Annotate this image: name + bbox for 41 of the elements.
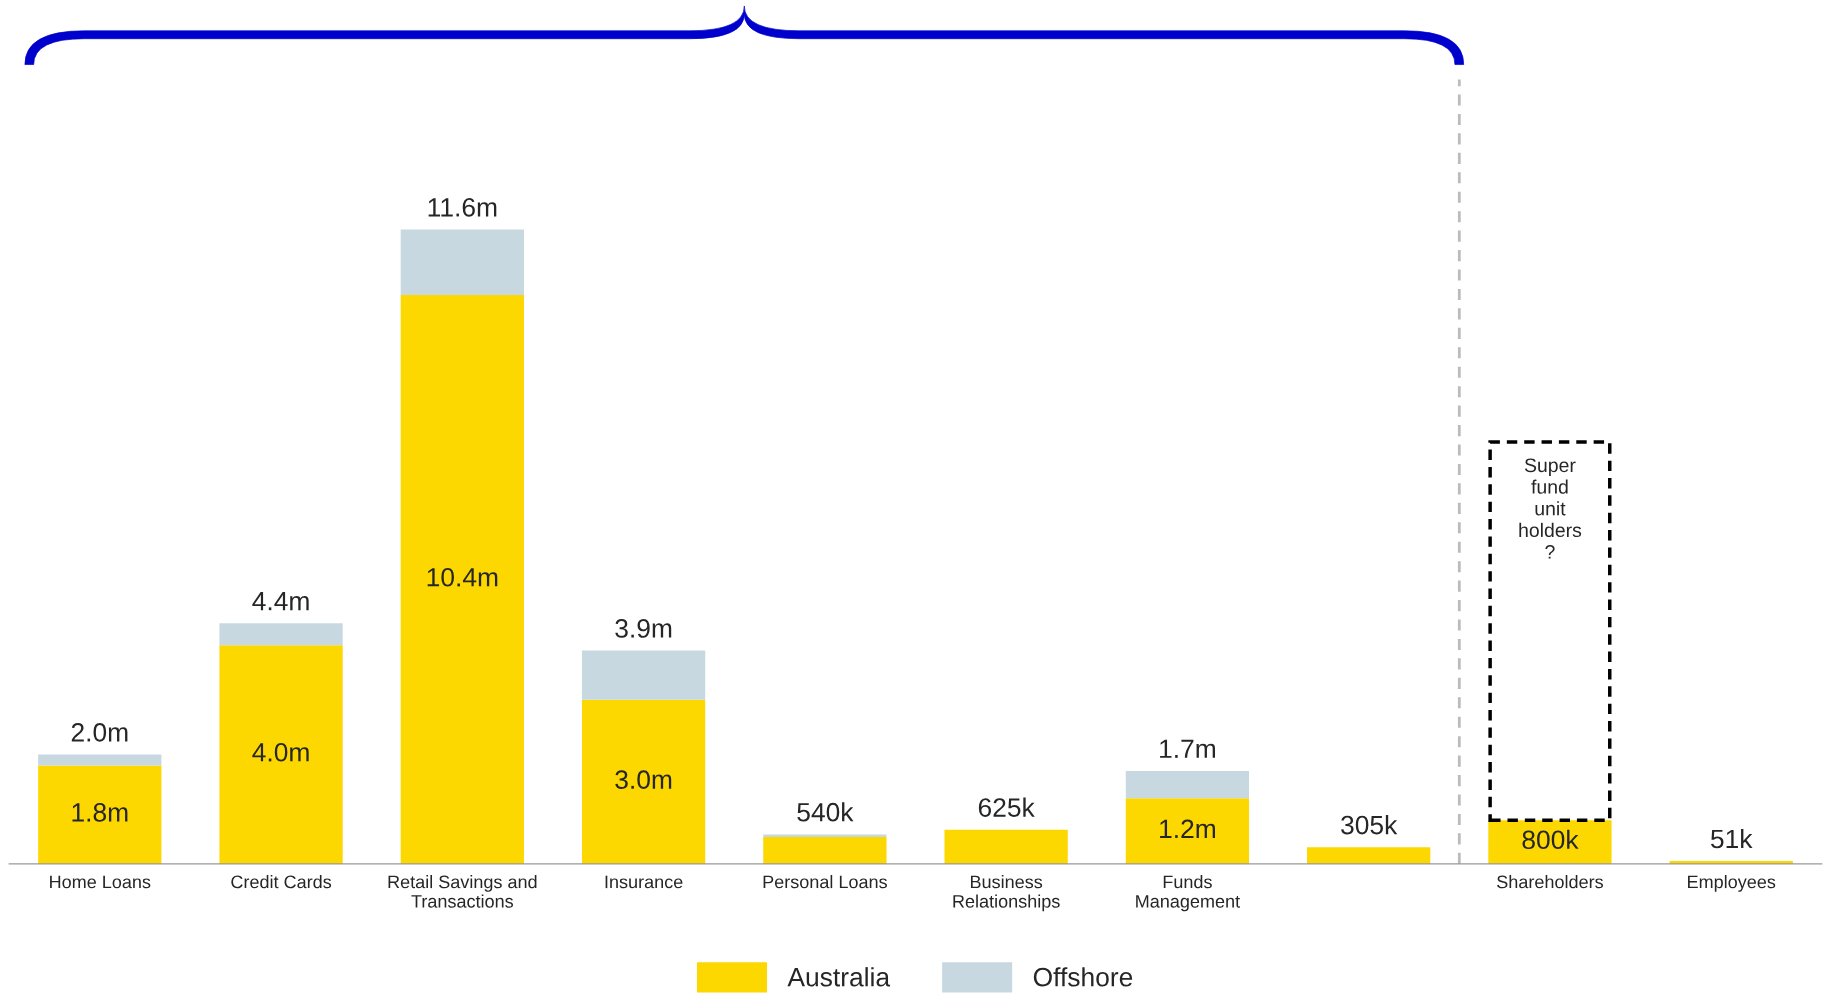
total-label: 540k	[797, 802, 854, 822]
data-label: 4.0m	[252, 742, 309, 762]
total-label: 2.0m	[71, 723, 128, 742]
total-label: 11.6m	[428, 197, 497, 217]
annotation: Super fund unit holders ?	[1519, 458, 1582, 559]
bar	[400, 229, 524, 296]
data-label: 1.2m	[1160, 819, 1215, 838]
bar	[581, 650, 706, 700]
bar	[1307, 847, 1431, 864]
bar	[763, 834, 887, 838]
x-tick-label: Funds Management	[1136, 875, 1240, 912]
data-label: 800k	[1522, 829, 1579, 850]
total-label: 3.9m	[615, 619, 672, 638]
data-label: 3.0m	[615, 770, 672, 789]
x-tick-label: Employees	[1688, 875, 1776, 892]
total-label: 4.4m	[252, 592, 309, 611]
bar	[944, 829, 1068, 864]
total-label: 625k	[978, 797, 1035, 817]
x-tick-label: Business Relationships	[953, 875, 1060, 912]
bar	[219, 623, 343, 646]
bar	[38, 765, 162, 864]
total-label: 305k	[1341, 815, 1398, 835]
total-label: 1.7m	[1160, 739, 1215, 758]
bar	[38, 754, 162, 766]
x-tick-label: Home Loans	[50, 875, 151, 889]
legend-label: Australia	[787, 967, 891, 987]
x-tick-label: Personal Loans	[763, 875, 887, 889]
bar	[1125, 798, 1250, 864]
bar	[219, 645, 343, 864]
x-tick-label: Insurance	[605, 875, 683, 889]
bar	[1125, 770, 1250, 799]
x-tick-label: Retail Savings and Transactions	[388, 875, 537, 908]
x-tick-label: Shareholders	[1497, 875, 1603, 889]
bar	[581, 699, 706, 864]
bar	[763, 837, 887, 864]
data-label: 10.4m	[427, 567, 498, 587]
data-label: 1.8m	[72, 803, 128, 822]
legend-label: Offshore	[1033, 967, 1133, 987]
x-tick-label: Credit Cards	[231, 875, 332, 889]
total-label: 51k	[1710, 828, 1753, 849]
bar	[400, 295, 524, 864]
